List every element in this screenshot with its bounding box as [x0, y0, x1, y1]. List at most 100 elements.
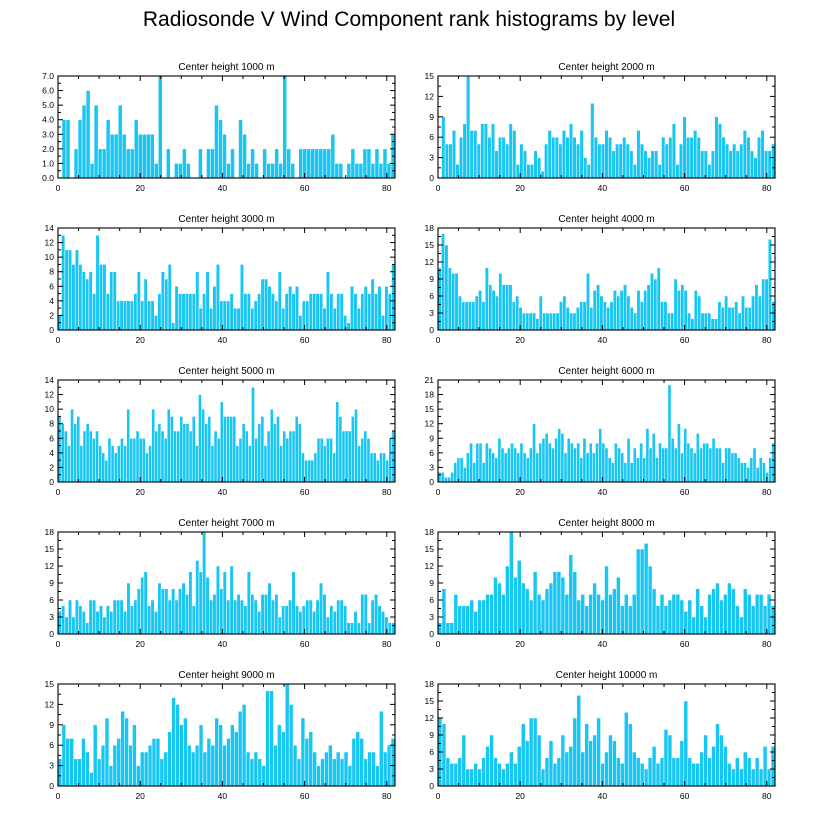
histogram-bar [353, 611, 358, 635]
histogram-bar [101, 452, 106, 483]
histogram-bar [488, 447, 492, 483]
histogram-bar [151, 738, 157, 787]
histogram-bar [739, 616, 744, 635]
histogram-bar [240, 599, 244, 635]
panel-title: Center height 7000 m [178, 518, 274, 529]
histogram-bar [615, 143, 620, 179]
histogram-bar [600, 599, 605, 635]
histogram-bar [291, 293, 296, 331]
histogram-bar [481, 462, 486, 483]
histogram-bar [372, 452, 377, 483]
histogram-bar [462, 123, 467, 179]
histogram-bar [378, 163, 384, 179]
x-tick-label: 20 [135, 487, 145, 497]
histogram-bar [288, 430, 293, 483]
histogram-bar [185, 423, 190, 483]
histogram-bar [277, 616, 282, 635]
y-tick-label: 0 [429, 325, 434, 335]
histogram-bar [260, 416, 265, 483]
histogram-bar [74, 599, 79, 635]
x-tick-label: 60 [680, 639, 690, 649]
histogram-bar [457, 295, 462, 331]
histogram-bar [730, 307, 735, 331]
histogram-bar [123, 445, 127, 483]
histogram-bar [379, 710, 384, 787]
histogram-bar [214, 717, 219, 787]
histogram-bar [126, 408, 131, 483]
histogram-bar [579, 301, 584, 331]
x-tick-label: 20 [515, 487, 525, 497]
histogram-bar [105, 119, 111, 179]
histogram-bar [173, 430, 177, 483]
histogram-bar [278, 163, 283, 179]
y-tick-label: 18 [425, 223, 435, 233]
histogram-bar [611, 150, 616, 179]
histogram-bar [699, 605, 704, 635]
histogram-bar [204, 423, 209, 483]
histogram-bar [651, 588, 657, 635]
histogram-bar [658, 442, 662, 483]
histogram-bar [253, 599, 258, 635]
histogram-bar [466, 452, 470, 483]
histogram-bar [758, 768, 764, 787]
histogram-bar [457, 605, 463, 635]
histogram-bar [226, 300, 231, 331]
histogram-bar [360, 293, 365, 331]
histogram-bar [119, 300, 124, 331]
histogram-bar [357, 445, 361, 483]
histogram-bar [233, 599, 238, 635]
histogram-bar [670, 438, 675, 483]
histogram-bar [188, 571, 193, 635]
histogram-bar [105, 293, 110, 331]
histogram-bar [604, 447, 609, 483]
y-tick-label: 12 [45, 390, 55, 400]
y-tick-label: 9 [429, 274, 434, 284]
histogram-bar [501, 284, 506, 331]
histogram-bar [270, 293, 275, 331]
histogram-bar [147, 744, 153, 787]
panel-title: Center height 10000 m [556, 670, 658, 681]
histogram-bar [770, 605, 776, 635]
histogram-bar [178, 588, 183, 635]
histogram-bar [308, 293, 313, 331]
histogram-bar [760, 130, 765, 179]
histogram-bar [314, 148, 320, 179]
histogram-bar [620, 763, 625, 787]
histogram-bar [99, 264, 103, 331]
panel-title: Center height 5000 m [178, 366, 274, 377]
histogram-bar [198, 148, 203, 179]
histogram-bar [322, 594, 327, 635]
histogram-bar [732, 143, 737, 179]
x-tick-label: 80 [382, 487, 392, 497]
histogram-bar [508, 123, 513, 179]
histogram-bar [667, 384, 672, 483]
histogram-bar [265, 690, 270, 787]
histogram-panel: Center height 9000 m 0 3 6 9 12 15 0 20 40 60 80 [45, 670, 396, 801]
histogram-bar [284, 605, 289, 635]
histogram-bar [264, 278, 269, 331]
y-tick-label: 12 [45, 238, 55, 248]
histogram-bar [276, 416, 280, 483]
histogram-bar [308, 599, 313, 635]
histogram-bar [201, 408, 205, 483]
histogram-bar [155, 738, 161, 787]
histogram-bar [346, 622, 351, 635]
histogram-bar [700, 150, 705, 179]
y-tick-label: 3 [429, 308, 434, 318]
histogram-bar [727, 582, 732, 635]
histogram-bar [727, 763, 732, 787]
histogram-bar [143, 278, 148, 331]
y-tick-label: 3 [429, 153, 434, 163]
histogram-bar [629, 307, 634, 331]
histogram-bar [532, 312, 536, 331]
histogram-bar [651, 746, 657, 787]
x-tick-label: 0 [436, 487, 441, 497]
x-tick-label: 40 [598, 487, 608, 497]
histogram-bar [493, 757, 498, 787]
histogram-bar [367, 751, 372, 787]
histogram-bar [746, 136, 751, 179]
histogram-bar [620, 605, 625, 635]
histogram-bar [128, 744, 133, 787]
histogram-bar [490, 123, 496, 179]
histogram-bar [235, 445, 240, 483]
